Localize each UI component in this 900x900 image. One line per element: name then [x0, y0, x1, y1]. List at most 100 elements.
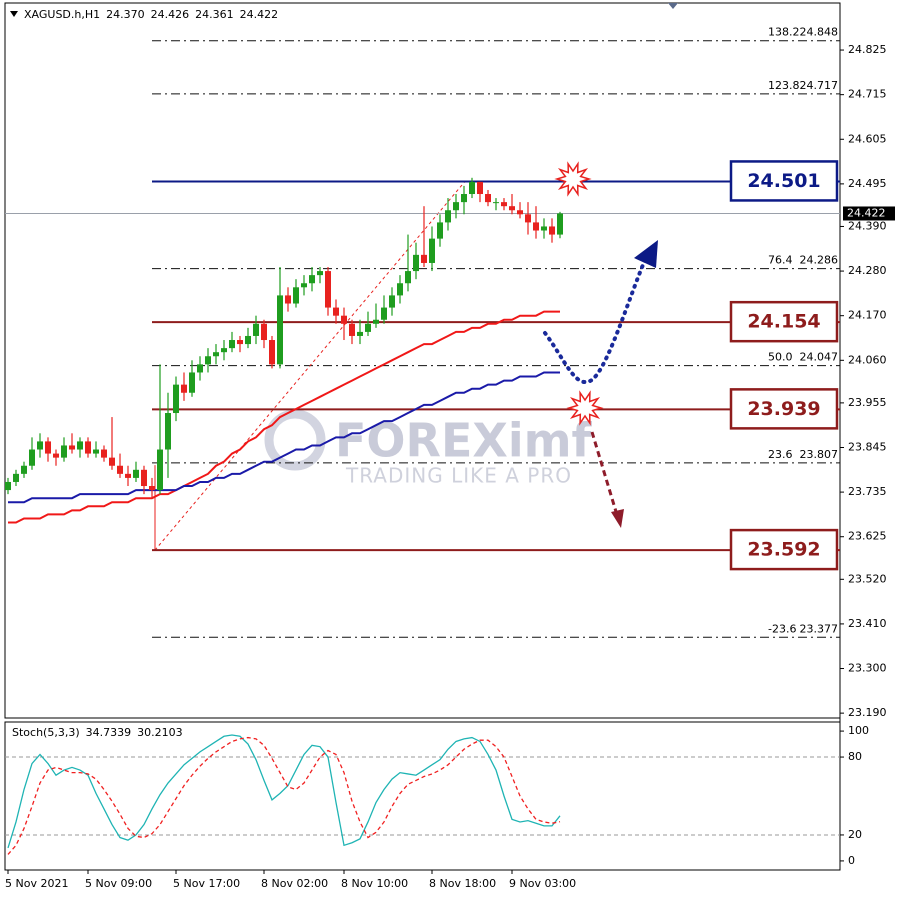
burst-icon [554, 161, 592, 197]
bullish-arrowhead [634, 240, 658, 268]
stoch-k-value: 34.7339 [86, 726, 132, 739]
x-tick-label: 8 Nov 02:00 [261, 877, 328, 890]
header-high: 24.426 [151, 8, 190, 21]
level-label: 23.592 [747, 539, 820, 561]
candle-body [421, 254, 427, 263]
pane-border [4, 721, 841, 871]
candle-body [157, 449, 163, 491]
fib-ratio: 123.8 [768, 79, 800, 92]
y-tick-label: 23.625 [848, 530, 887, 543]
candle-body [333, 307, 339, 316]
candle-body [197, 364, 203, 373]
plot-area: 24.825 24.715 24.605 24.495 24.390 24.280 24.1… [4, 2, 895, 890]
y-tick-label: 23.845 [848, 440, 887, 453]
candle-body [221, 348, 227, 353]
stoch-line [7, 734, 561, 849]
candle-body [525, 214, 531, 223]
stoch-header: Stoch(5,3,3) 34.7339 30.2103 [12, 726, 183, 739]
fib-price: 24.286 [800, 254, 839, 267]
fib-diagonal [154, 181, 466, 551]
fib-ratio: 23.6 [768, 448, 793, 461]
stoch-line [7, 736, 561, 855]
menu-icon [10, 11, 18, 17]
candle-body [469, 181, 475, 195]
candle-body [13, 473, 19, 482]
y-tick-label: 24.060 [848, 353, 887, 366]
candle-body [541, 226, 547, 231]
y-tick-label: 80 [848, 750, 862, 763]
candle-body [477, 181, 483, 195]
y-tick-label: 24.715 [848, 88, 887, 101]
header-open: 24.370 [106, 8, 145, 21]
candle-body [325, 271, 331, 308]
fib-ratio: 138.2 [768, 26, 800, 39]
candle-body [117, 465, 123, 474]
y-tick-label: 23.300 [848, 662, 887, 675]
y-tick-label: 23.520 [848, 572, 887, 585]
candle-body [381, 307, 387, 320]
moving-average [8, 310, 560, 524]
current-price-box [843, 206, 895, 221]
level-box [729, 160, 839, 202]
candle-body [141, 469, 147, 487]
candle-body [485, 194, 491, 203]
candle-body [373, 319, 379, 324]
y-tick-label: 20 [848, 828, 862, 841]
stoch-title: Stoch(5,3,3) [12, 726, 80, 739]
watermark-tagline: TRADING LIKE A PRO [345, 464, 572, 488]
level-box [729, 528, 839, 571]
candle-body [45, 441, 51, 454]
y-tick-label: 0 [848, 854, 855, 867]
candle-body [5, 481, 11, 491]
candle-body [501, 202, 507, 207]
x-tick-label: 9 Nov 03:00 [509, 877, 576, 890]
chart-header: XAGUSD.h,H1 24.370 24.426 24.361 24.422 [24, 8, 278, 21]
candle-body [245, 335, 251, 345]
candle-body [301, 283, 307, 288]
candle-body [517, 210, 523, 215]
header-close: 24.422 [240, 8, 279, 21]
candle-body [173, 384, 179, 414]
candle-body [37, 441, 43, 450]
candle-body [397, 283, 403, 296]
x-tick-label: 5 Nov 09:00 [85, 877, 152, 890]
x-tick-label: 5 Nov 17:00 [173, 877, 240, 890]
y-tick-label: 23.190 [848, 706, 887, 719]
candle-body [317, 271, 323, 276]
candle-body [509, 206, 515, 211]
fib-ratio: 76.4 [768, 254, 793, 267]
x-tick-label: 8 Nov 18:00 [429, 877, 496, 890]
candle-body [445, 210, 451, 223]
x-tick-label: 5 Nov 2021 [5, 877, 68, 890]
candle-body [453, 202, 459, 211]
y-tick-label: 24.280 [848, 264, 887, 277]
level-label: 24.501 [747, 170, 820, 192]
bearish-arrow [590, 431, 619, 516]
candle-body [213, 352, 219, 357]
candle-body [365, 323, 371, 332]
candle-body [181, 384, 187, 393]
candle-body [237, 340, 243, 345]
candle-body [413, 254, 419, 272]
x-tick-label: 8 Nov 10:00 [341, 877, 408, 890]
fib-price: 24.848 [800, 26, 839, 39]
fib-price: 23.807 [800, 448, 839, 461]
candle-body [29, 449, 35, 466]
candle-body [133, 469, 139, 478]
candle-body [109, 457, 115, 466]
level-label: 24.154 [747, 311, 820, 333]
level-box [729, 300, 839, 343]
candle-body [229, 340, 235, 349]
stoch-d-value: 30.2103 [137, 726, 183, 739]
y-tick-label: 24.825 [848, 43, 887, 56]
candle-body [149, 486, 155, 491]
y-tick-label: 23.735 [848, 485, 887, 498]
candle-body [253, 323, 259, 336]
candle-body [549, 226, 555, 235]
candle-body [309, 275, 315, 284]
watermark-logo [264, 409, 326, 471]
fib-ratio: -23.6 [768, 622, 796, 635]
candle-body [261, 323, 267, 341]
bullish-arrow [543, 258, 647, 385]
